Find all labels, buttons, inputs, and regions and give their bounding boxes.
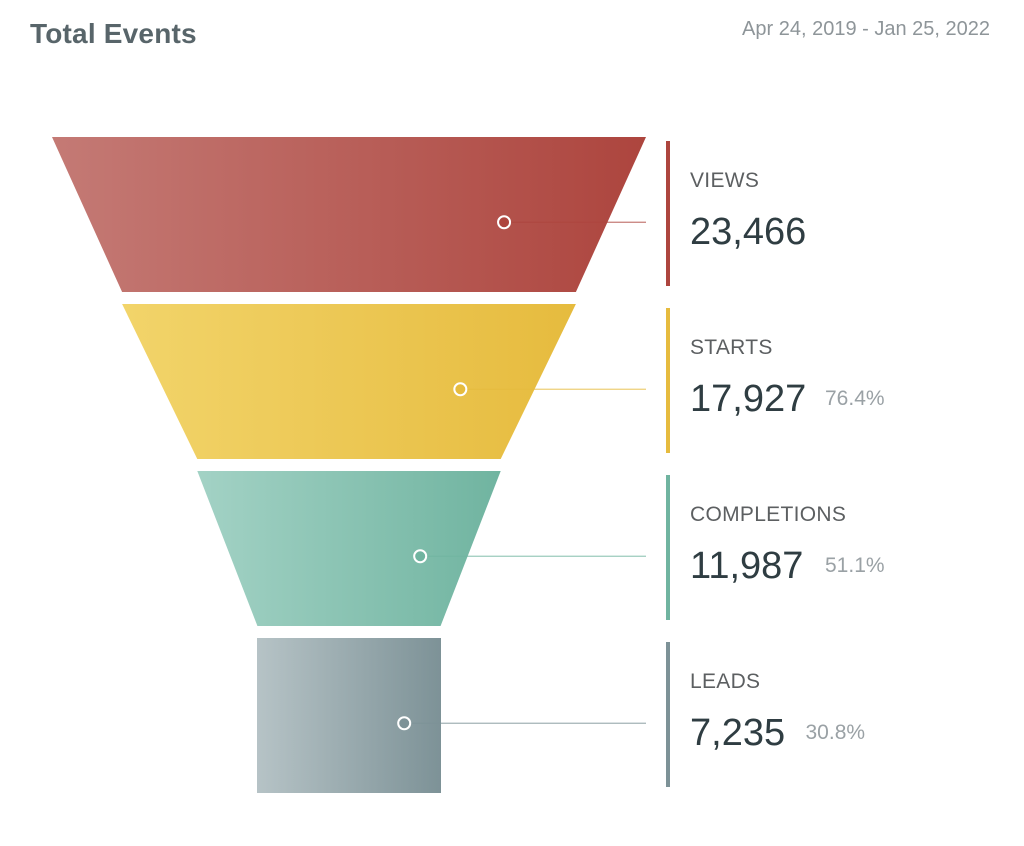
connector-dot (497, 215, 512, 230)
stage-accent-bar (666, 141, 670, 286)
stage-label: VIEWS (690, 169, 759, 192)
stage-label: LEADS (690, 670, 760, 693)
stage-label: COMPLETIONS (690, 503, 846, 526)
page-title: Total Events (30, 18, 197, 49)
stage-accent-bar (666, 642, 670, 787)
funnel-segment-views[interactable] (52, 137, 646, 292)
stage-value: 11,987 (690, 545, 803, 587)
funnel-segment-completions[interactable] (197, 471, 501, 626)
connector-dot (397, 716, 412, 731)
stage-accent-bar (666, 308, 670, 453)
date-range[interactable]: Apr 24, 2019 - Jan 25, 2022 (742, 18, 990, 40)
connector-dot (453, 382, 468, 397)
funnel-segment-leads[interactable] (257, 638, 441, 793)
stage-value: 7,235 (690, 712, 785, 754)
stage-value: 17,927 (690, 378, 806, 420)
funnel-segment-starts[interactable] (122, 304, 576, 459)
connector-dot (413, 549, 428, 564)
stage-percent: 76.4% (825, 387, 885, 410)
stage-percent: 30.8% (806, 721, 866, 744)
stage-value: 23,466 (690, 211, 806, 253)
stage-accent-bar (666, 475, 670, 620)
stage-label: STARTS (690, 336, 773, 359)
stage-percent: 51.1% (825, 554, 885, 577)
